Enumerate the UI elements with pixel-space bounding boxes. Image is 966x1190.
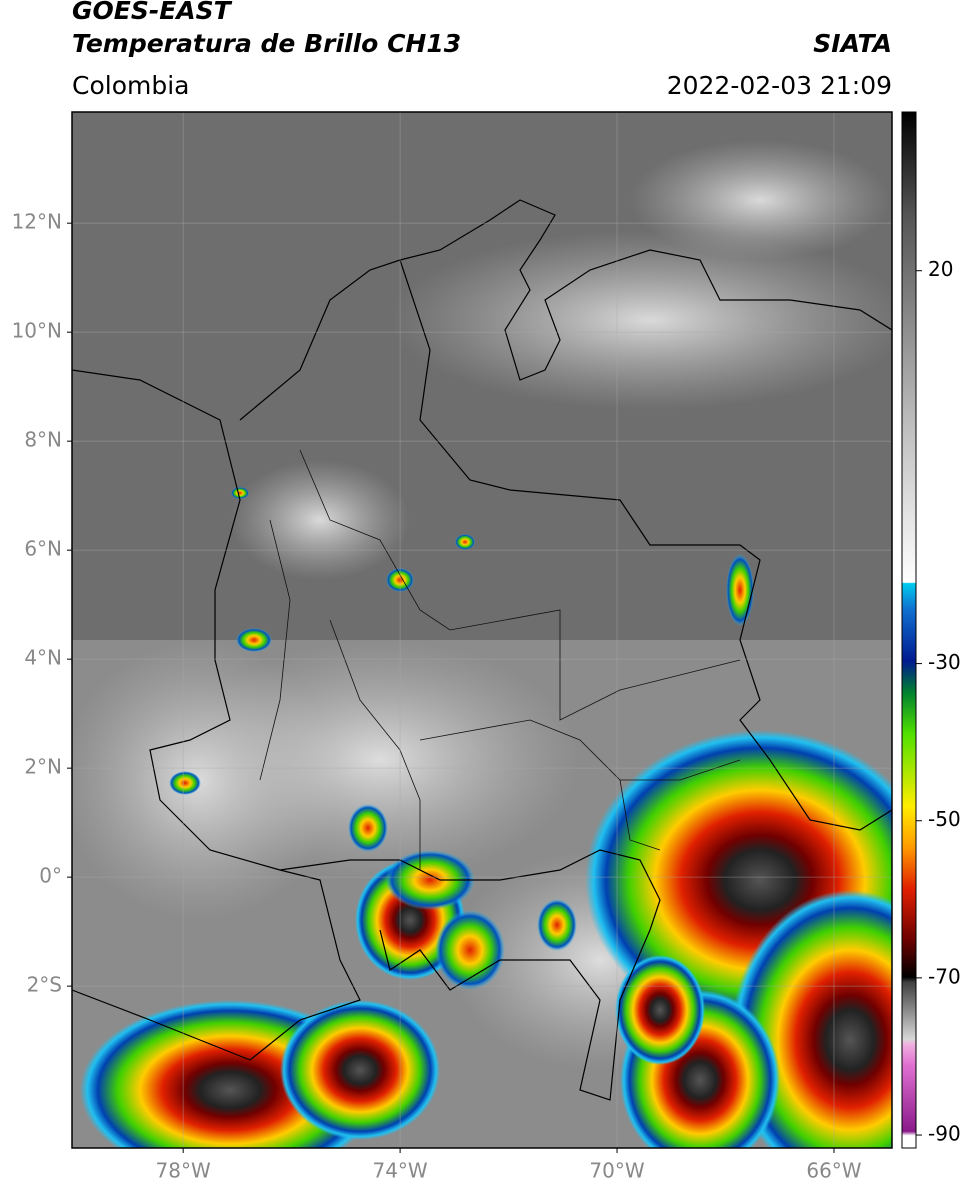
y-tick-label: 2°S <box>27 973 62 997</box>
x-tick-label: 66°W <box>806 1159 861 1183</box>
y-tick-label: 12°N <box>12 210 62 234</box>
colorbar <box>901 111 917 1149</box>
colorbar-tick-label: 20 <box>928 257 953 281</box>
map-frame <box>71 111 893 1149</box>
y-tick-label: 10°N <box>12 319 62 343</box>
y-tick-label: 6°N <box>24 537 62 561</box>
source: SIATA <box>813 29 892 58</box>
y-tick-label: 8°N <box>24 428 62 452</box>
datetime: 2022-02-03 21:09 <box>667 71 892 100</box>
y-tick-label: 2°N <box>24 755 62 779</box>
x-tick-label: 78°W <box>156 1159 211 1183</box>
x-tick-label: 70°W <box>589 1159 644 1183</box>
subtitle: Temperatura de Brillo CH13 <box>72 29 461 58</box>
y-tick-label: 4°N <box>24 646 62 670</box>
x-tick-label: 74°W <box>372 1159 427 1183</box>
colorbar-tick-label: -90 <box>928 1122 961 1146</box>
satellite-image <box>72 112 892 1148</box>
y-tick-label: 0° <box>39 864 62 888</box>
colorbar-tick-label: -70 <box>928 964 961 988</box>
region: Colombia <box>72 71 189 100</box>
grid <box>72 112 892 1148</box>
colorbar-tick-label: -30 <box>928 650 961 674</box>
colorbar-tick-label: -50 <box>928 807 961 831</box>
title: GOES-EAST <box>72 0 233 25</box>
